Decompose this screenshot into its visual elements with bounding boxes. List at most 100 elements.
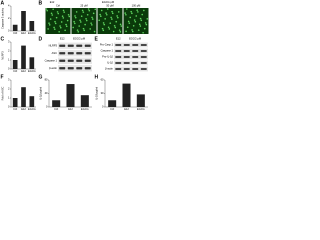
cell bbox=[59, 26, 62, 29]
band bbox=[123, 62, 130, 64]
cell bbox=[140, 19, 143, 22]
cell bbox=[49, 18, 52, 20]
panel-label: C bbox=[1, 36, 5, 42]
band bbox=[140, 62, 147, 64]
cell bbox=[54, 22, 57, 25]
bar bbox=[21, 11, 26, 31]
cell bbox=[75, 11, 78, 13]
cell bbox=[91, 16, 93, 19]
header: EGCG μM bbox=[129, 37, 141, 41]
blot-strip bbox=[114, 42, 148, 48]
cell bbox=[110, 16, 112, 19]
cell bbox=[74, 15, 76, 17]
cell bbox=[107, 26, 110, 29]
cell bbox=[143, 9, 145, 12]
y-tick-label: 2 bbox=[8, 87, 10, 91]
band bbox=[76, 67, 83, 70]
cell bbox=[50, 12, 53, 15]
x-tick-label: E12 bbox=[21, 69, 26, 73]
cell bbox=[109, 22, 112, 24]
cell bbox=[102, 29, 105, 32]
y-tick-label: 2 bbox=[8, 16, 10, 20]
cell bbox=[93, 30, 96, 33]
band bbox=[123, 56, 130, 58]
cell bbox=[130, 10, 132, 13]
cell bbox=[119, 23, 122, 26]
cell bbox=[131, 12, 133, 15]
y-tick-label: 0 bbox=[102, 105, 104, 109]
y-tick-label: 0 bbox=[8, 67, 10, 71]
cell bbox=[94, 8, 97, 11]
x-tick-label: Ctrl bbox=[13, 31, 17, 35]
band bbox=[115, 44, 122, 46]
y-tick-label: 0 bbox=[8, 29, 10, 33]
band bbox=[140, 68, 147, 70]
band bbox=[140, 44, 147, 46]
band bbox=[123, 68, 130, 70]
cell bbox=[85, 18, 87, 20]
cell bbox=[98, 19, 100, 22]
cell bbox=[128, 22, 131, 24]
cell bbox=[63, 11, 66, 13]
blot-strip bbox=[114, 48, 148, 54]
band bbox=[59, 67, 66, 70]
panel-label: G bbox=[39, 74, 43, 80]
cell bbox=[81, 9, 84, 12]
cell bbox=[78, 25, 80, 27]
band bbox=[76, 59, 83, 62]
bar bbox=[108, 100, 117, 107]
cell bbox=[131, 29, 133, 31]
row-label: Caspase 1 bbox=[101, 49, 114, 53]
cell bbox=[125, 13, 127, 16]
cell bbox=[111, 18, 113, 20]
cell bbox=[53, 28, 56, 30]
column-label: Ctrl bbox=[56, 4, 60, 8]
y-tick-label: 4 bbox=[8, 4, 10, 8]
row-label: NLRP3 bbox=[49, 43, 58, 47]
y-tick-label: 2 bbox=[8, 49, 10, 53]
y-tick-label: 1 bbox=[8, 58, 10, 62]
cell bbox=[74, 16, 77, 19]
row-label: Caspase 1 bbox=[45, 58, 58, 62]
row-label: β-actin bbox=[105, 67, 113, 71]
x-tick-label: E12 bbox=[21, 107, 26, 111]
band bbox=[67, 44, 74, 47]
bar bbox=[21, 87, 26, 107]
column-label: 25 μM bbox=[80, 4, 87, 8]
band bbox=[132, 44, 139, 46]
blot-strip bbox=[114, 54, 148, 60]
band bbox=[132, 50, 139, 52]
band bbox=[132, 68, 139, 70]
blot-strip bbox=[114, 66, 148, 72]
cell bbox=[65, 23, 67, 26]
y-axis-label: IL-18 pg/ml bbox=[95, 87, 99, 100]
y-tick-label: 3 bbox=[8, 78, 10, 82]
cell bbox=[129, 16, 132, 19]
band bbox=[67, 59, 74, 62]
cell bbox=[85, 19, 88, 22]
cell bbox=[77, 31, 80, 33]
cell bbox=[60, 21, 63, 23]
panel-label: D bbox=[39, 36, 43, 42]
cell bbox=[83, 29, 86, 32]
band bbox=[140, 50, 147, 52]
y-tick-label: 3 bbox=[8, 40, 10, 44]
cell bbox=[126, 8, 128, 10]
cell bbox=[62, 17, 65, 19]
bar bbox=[12, 60, 18, 69]
band bbox=[140, 56, 147, 58]
cell bbox=[139, 25, 142, 27]
micrograph bbox=[123, 8, 149, 34]
cell bbox=[51, 14, 54, 16]
cell bbox=[105, 12, 107, 14]
cell bbox=[82, 11, 85, 13]
cell bbox=[89, 28, 92, 30]
cell bbox=[111, 12, 114, 15]
cell bbox=[46, 9, 48, 12]
row-label: Pro-IL-1β bbox=[102, 55, 113, 59]
cell bbox=[72, 26, 74, 29]
blot-strip bbox=[114, 60, 148, 66]
row-label: Pro-Casp 1 bbox=[100, 43, 114, 47]
cell bbox=[45, 8, 48, 10]
